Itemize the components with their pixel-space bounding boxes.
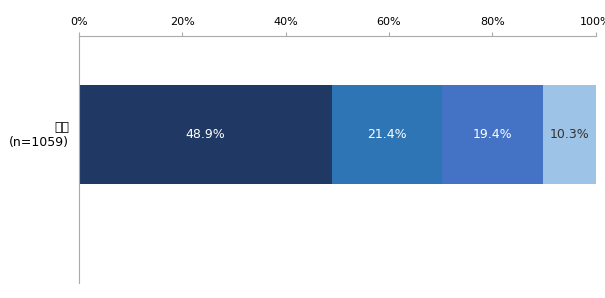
Text: 21.4%: 21.4% bbox=[367, 128, 407, 141]
Bar bbox=[332, 85, 442, 184]
Bar bbox=[79, 85, 332, 184]
Bar bbox=[442, 85, 543, 184]
Text: 48.9%: 48.9% bbox=[185, 128, 225, 141]
Text: 19.4%: 19.4% bbox=[473, 128, 512, 141]
Bar bbox=[543, 85, 596, 184]
Text: 10.3%: 10.3% bbox=[549, 128, 589, 141]
